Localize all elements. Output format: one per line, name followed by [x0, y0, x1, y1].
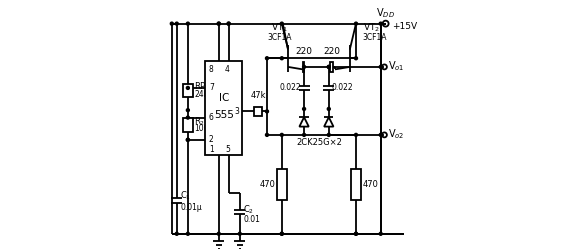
Circle shape	[266, 134, 268, 136]
Circle shape	[217, 22, 220, 25]
Text: V$_{o1}$: V$_{o1}$	[388, 59, 405, 72]
Text: 2CK25G×2: 2CK25G×2	[296, 138, 342, 147]
Text: VT$_1$: VT$_1$	[271, 21, 288, 34]
Text: VT$_2$: VT$_2$	[363, 21, 381, 34]
Text: 555: 555	[214, 110, 234, 120]
Circle shape	[175, 22, 178, 25]
Circle shape	[187, 232, 190, 235]
Text: +15V: +15V	[392, 22, 417, 30]
Circle shape	[354, 232, 358, 235]
Text: V$_{o2}$: V$_{o2}$	[388, 127, 404, 140]
Text: RP$_1$: RP$_1$	[194, 80, 210, 93]
Circle shape	[302, 134, 305, 136]
Text: C$_2$: C$_2$	[244, 204, 255, 216]
Bar	[205, 61, 242, 155]
Circle shape	[327, 66, 330, 68]
Circle shape	[281, 22, 283, 25]
Circle shape	[379, 66, 382, 68]
Bar	[183, 118, 192, 132]
Text: 8: 8	[209, 65, 214, 74]
Text: 2: 2	[209, 135, 214, 144]
Circle shape	[170, 22, 173, 25]
Text: IC: IC	[218, 93, 229, 103]
Text: 220: 220	[295, 47, 312, 56]
Circle shape	[175, 232, 178, 235]
Circle shape	[227, 22, 230, 25]
Circle shape	[327, 134, 330, 136]
Text: 100: 100	[194, 124, 209, 133]
Text: 3CF1A: 3CF1A	[267, 33, 291, 42]
Circle shape	[266, 110, 268, 113]
Text: 0.01: 0.01	[244, 215, 260, 224]
Text: 7: 7	[209, 84, 214, 92]
Circle shape	[227, 22, 230, 25]
Circle shape	[379, 134, 382, 136]
Circle shape	[302, 66, 305, 68]
Circle shape	[379, 22, 382, 25]
Polygon shape	[300, 117, 309, 127]
Circle shape	[327, 108, 330, 110]
Text: R$_2$: R$_2$	[194, 115, 205, 128]
Text: 470: 470	[260, 180, 276, 189]
Circle shape	[354, 57, 358, 60]
Circle shape	[281, 232, 283, 235]
Text: V$_{DD}$: V$_{DD}$	[376, 6, 395, 20]
Text: 6: 6	[209, 113, 214, 122]
Circle shape	[281, 134, 283, 136]
Circle shape	[354, 22, 358, 25]
Circle shape	[379, 232, 382, 235]
Bar	[351, 169, 361, 200]
Bar	[183, 84, 192, 97]
Text: 47k: 47k	[251, 90, 266, 100]
Text: 220: 220	[323, 47, 340, 56]
Circle shape	[327, 66, 330, 68]
Text: C$_1$: C$_1$	[180, 189, 191, 202]
Circle shape	[217, 232, 220, 235]
Text: 5: 5	[225, 145, 230, 154]
Circle shape	[187, 109, 190, 112]
Bar	[277, 169, 286, 200]
Circle shape	[281, 232, 283, 235]
Bar	[331, 62, 334, 72]
Text: 470: 470	[362, 180, 378, 189]
Circle shape	[217, 22, 220, 25]
Circle shape	[187, 116, 190, 119]
Text: 4: 4	[225, 65, 230, 74]
Text: 0.022: 0.022	[280, 84, 302, 92]
Circle shape	[187, 86, 190, 90]
Circle shape	[354, 232, 358, 235]
Bar	[255, 107, 262, 116]
Circle shape	[302, 108, 305, 110]
Text: 0.01μ: 0.01μ	[180, 203, 202, 212]
Polygon shape	[324, 117, 334, 127]
Circle shape	[187, 138, 190, 141]
Text: 1: 1	[209, 145, 214, 154]
Circle shape	[266, 57, 268, 60]
Circle shape	[187, 138, 190, 141]
Text: 0.022: 0.022	[331, 84, 353, 92]
Circle shape	[354, 134, 358, 136]
Circle shape	[187, 22, 190, 25]
Circle shape	[281, 57, 283, 60]
Text: 24k: 24k	[194, 90, 208, 98]
Text: 3: 3	[235, 107, 240, 116]
Text: 3CF1A: 3CF1A	[362, 33, 386, 42]
Circle shape	[238, 232, 241, 235]
